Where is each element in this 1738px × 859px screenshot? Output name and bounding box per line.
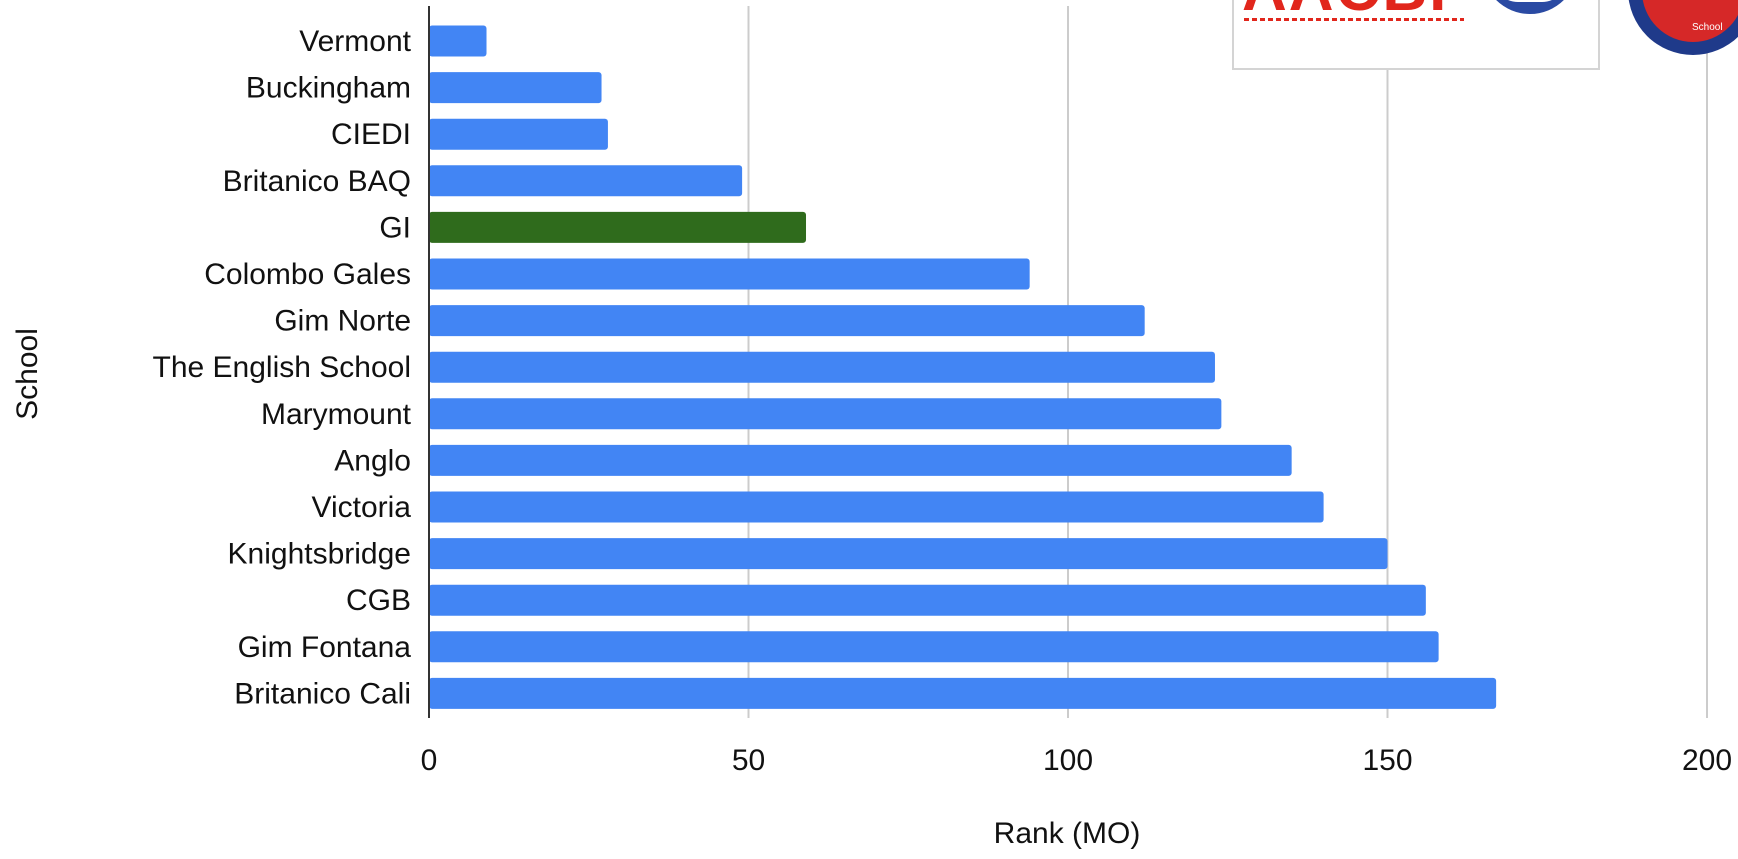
bar-britanico-baq [429,165,743,197]
bar-cgb [429,584,1426,616]
category-label: Colombo Gales [204,258,411,291]
x-tick-label: 50 [732,744,765,777]
x-axis-title: Rank (MO) [994,817,1141,850]
globe-icon [1482,0,1578,14]
bar-gim-norte [429,305,1145,337]
bars [429,25,1497,709]
category-label: CGB [346,584,411,617]
category-label: The English School [153,351,412,384]
category-label: Anglo [334,444,411,477]
seal-inner [1642,0,1738,42]
category-label: Britanico BAQ [223,165,411,198]
bar-colombo-gales [429,258,1030,290]
bar-gi [429,211,807,243]
category-label: Britanico Cali [234,677,411,710]
bar-britanico-cali [429,677,1497,709]
category-label: Knightsbridge [228,538,411,571]
aacbi-logo: AACBI [1232,0,1600,70]
x-tick-label: 150 [1362,744,1412,777]
x-tick-label: 200 [1682,744,1732,777]
bar-marymount [429,398,1222,430]
x-tick-label: 100 [1043,744,1093,777]
bar-buckingham [429,72,602,104]
category-label: Gim Fontana [238,631,412,664]
category-label: Victoria [312,491,412,524]
bar-vermont [429,25,487,57]
category-label: CIEDI [331,118,411,151]
aacbi-logo-text: AACBI [1242,0,1448,25]
bar-the-english-school [429,351,1215,383]
bar-ciedi [429,118,608,150]
bar-knightsbridge [429,538,1388,570]
category-label: GI [379,211,411,244]
category-label: Marymount [261,398,412,431]
x-tick-labels: 0 50 100 150 200 [421,744,1732,777]
bar-anglo [429,444,1292,476]
aacbi-logo-subtext [1244,18,1464,21]
category-label: Buckingham [246,72,411,105]
category-labels: Vermont Buckingham CIEDI Britanico BAQ GI Col… [153,25,412,710]
category-label: Vermont [299,25,411,58]
school-seal-logo: School [1628,0,1738,55]
x-tick-label: 0 [421,744,438,777]
bar-victoria [429,491,1324,523]
bar-gim-fontana [429,631,1439,663]
y-axis-title: School [11,328,44,420]
seal-text: School [1692,22,1723,33]
category-label: Gim Norte [274,305,411,338]
